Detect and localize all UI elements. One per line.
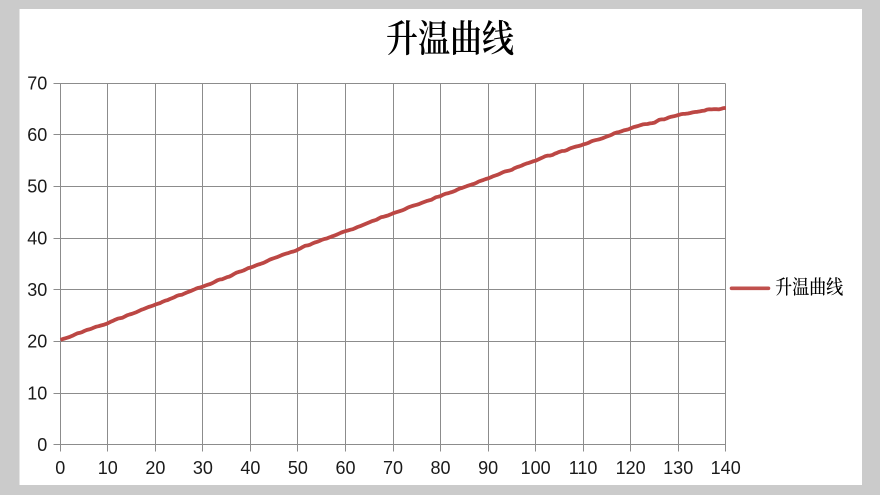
svg-text:130: 130 (663, 458, 693, 478)
svg-text:60: 60 (335, 458, 355, 478)
svg-text:90: 90 (478, 458, 498, 478)
svg-text:120: 120 (616, 458, 646, 478)
svg-text:10: 10 (98, 458, 118, 478)
svg-text:100: 100 (521, 458, 551, 478)
svg-text:30: 30 (193, 458, 213, 478)
svg-text:70: 70 (383, 458, 403, 478)
svg-text:0: 0 (37, 435, 47, 455)
svg-text:50: 50 (288, 458, 308, 478)
svg-text:50: 50 (27, 177, 47, 197)
svg-text:60: 60 (27, 125, 47, 145)
svg-text:80: 80 (430, 458, 450, 478)
svg-text:40: 40 (27, 228, 47, 248)
svg-text:20: 20 (27, 332, 47, 352)
svg-text:0: 0 (55, 458, 65, 478)
svg-text:30: 30 (27, 280, 47, 300)
svg-text:140: 140 (711, 458, 741, 478)
svg-text:40: 40 (240, 458, 260, 478)
svg-text:70: 70 (27, 73, 47, 93)
svg-text:10: 10 (27, 383, 47, 403)
svg-text:20: 20 (145, 458, 165, 478)
svg-text:110: 110 (569, 458, 598, 478)
